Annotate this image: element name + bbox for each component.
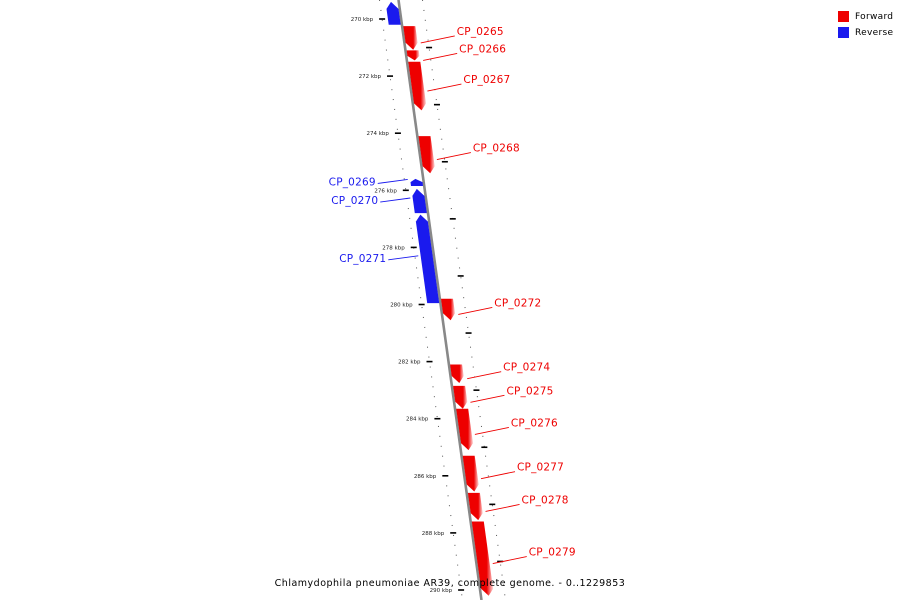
gene-label-leader: [380, 197, 411, 203]
gene-label-leader: [485, 504, 520, 512]
gene-CP_0265[interactable]: [403, 26, 418, 50]
tick-label: 290 kbp: [430, 588, 453, 594]
strand-legend: Forward Reverse: [838, 9, 893, 41]
gene-label-leader: [427, 83, 462, 92]
tick-label: 286 kbp: [414, 474, 437, 480]
forward-swatch: [838, 11, 849, 22]
gene-label[interactable]: CP_0274: [503, 362, 550, 374]
gene-label[interactable]: CP_0267: [463, 74, 510, 86]
gene-label[interactable]: CP_0268: [473, 143, 520, 155]
gene-label-leader: [467, 371, 502, 380]
gene-CP_0267[interactable]: [408, 61, 426, 111]
gene-label-leader: [388, 255, 419, 261]
gene-label[interactable]: CP_0270: [331, 195, 378, 207]
gene-CP_0275[interactable]: [453, 385, 468, 409]
legend-item-reverse: Reverse: [838, 25, 893, 40]
legend-label-forward: Forward: [855, 11, 894, 22]
gene-features: [386, 1, 494, 596]
gene-label-leader: [474, 426, 509, 435]
backbone: [397, 0, 483, 600]
gene-CP_0269[interactable]: [410, 178, 424, 186]
gene-CP_0279[interactable]: [471, 521, 494, 596]
gene-label-leader: [480, 471, 516, 480]
gene-label[interactable]: CP_0266: [459, 43, 506, 55]
gene-label-leader: [423, 52, 458, 61]
gene-CP_0268[interactable]: [418, 136, 435, 174]
tick-label: 276 kbp: [374, 188, 397, 194]
gene-feature[interactable]: [386, 1, 401, 25]
gene-label[interactable]: CP_0278: [522, 494, 569, 506]
gene-label[interactable]: CP_0269: [329, 176, 376, 188]
tick-label: 274 kbp: [366, 131, 389, 137]
genome-caption: Chlamydophila pneumoniae AR39, complete …: [274, 578, 626, 589]
tick-label: 284 kbp: [406, 417, 429, 423]
gene-label-leader: [420, 35, 455, 44]
gene-CP_0271[interactable]: [415, 214, 440, 304]
tick-label: 272 kbp: [359, 74, 382, 80]
gene-labels: CP_0265 CP_0266 CP_0267 CP_0268 CP_0269 CP_02…: [329, 26, 576, 565]
gene-label[interactable]: CP_0265: [457, 26, 504, 38]
tick-label: 288 kbp: [422, 531, 445, 537]
gene-label[interactable]: CP_0272: [494, 297, 541, 309]
gene-CP_0278[interactable]: [467, 492, 483, 521]
tick-label: 282 kbp: [398, 360, 421, 366]
legend-label-reverse: Reverse: [855, 27, 894, 38]
legend-item-forward: Forward: [838, 9, 893, 24]
gene-label[interactable]: CP_0277: [517, 462, 564, 474]
ruler: 270 kbp 272 kbp 274 kbp 276 kbp 278 kbp 280 k…: [351, 0, 506, 600]
gene-label-leader: [492, 556, 527, 565]
gene-CP_0274[interactable]: [450, 364, 464, 384]
gene-label-leader: [377, 179, 408, 184]
gene-CP_0277[interactable]: [462, 455, 479, 492]
gene-CP_0270[interactable]: [412, 188, 427, 214]
tick-label: 278 kbp: [382, 245, 405, 251]
gene-label[interactable]: CP_0275: [506, 385, 553, 397]
gene-label[interactable]: CP_0271: [339, 253, 386, 265]
gene-CP_0276[interactable]: [456, 408, 473, 451]
gene-label[interactable]: CP_0276: [511, 417, 558, 429]
tick-label: 280 kbp: [390, 303, 413, 309]
reverse-swatch: [838, 27, 849, 38]
gene-label-leader: [470, 394, 505, 403]
gene-label[interactable]: CP_0279: [529, 547, 576, 559]
gene-label-leader: [458, 307, 493, 315]
gene-label-leader: [436, 152, 471, 161]
gene-CP_0272[interactable]: [441, 298, 455, 321]
tick-label: 270 kbp: [351, 17, 374, 23]
gene-CP_0266[interactable]: [406, 50, 420, 61]
